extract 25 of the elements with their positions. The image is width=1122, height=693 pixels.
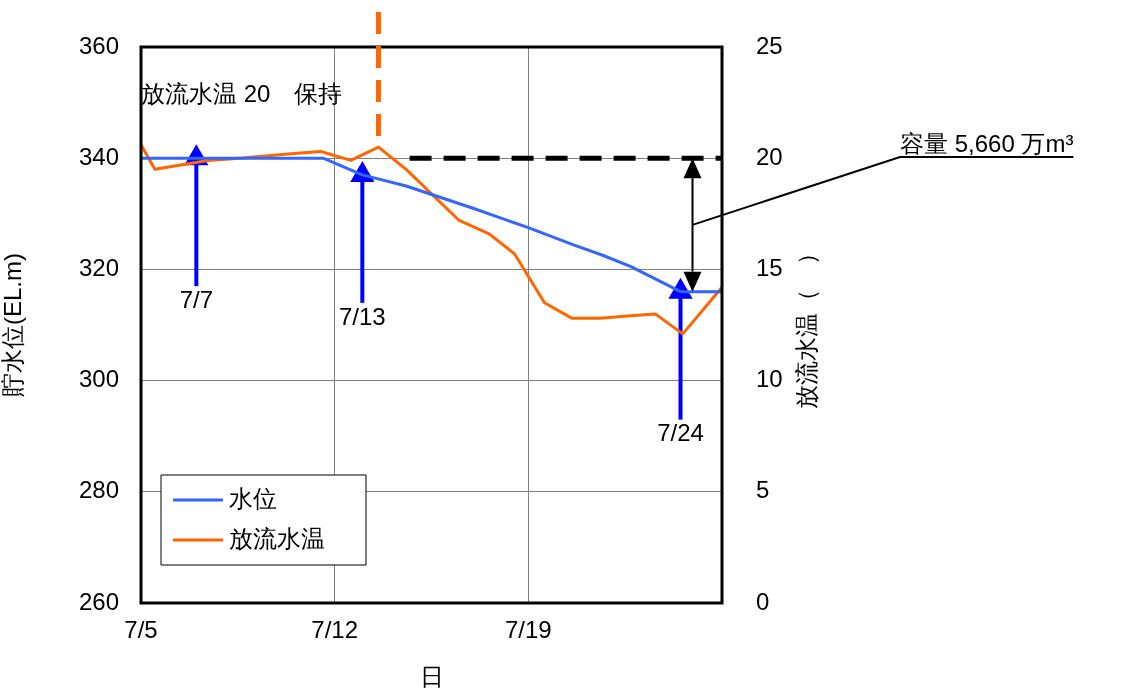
legend-label: 放流水温 — [229, 524, 325, 552]
y2-tick-label: 20 — [756, 142, 783, 170]
y2-tick-label: 5 — [756, 476, 770, 504]
annotation: 放流水温 20 保持 — [141, 79, 343, 107]
x-tick-label: 7/12 — [311, 616, 359, 644]
y-tick-label: 320 — [78, 254, 119, 282]
y2-tick-label: 15 — [756, 254, 783, 282]
annotation: 7/13 — [338, 302, 386, 330]
y-axis-title: 貯水位(EL.m) — [0, 253, 27, 397]
legend-label: 水位 — [229, 484, 277, 512]
annotation: 7/7 — [179, 285, 214, 313]
x-axis-title: 日 — [419, 663, 444, 691]
text: 容量 5,660 万m³ — [900, 130, 1074, 157]
y2-tick-label: 25 — [756, 31, 783, 59]
y2-tick-label: 0 — [756, 587, 770, 615]
y2-tick-label: 10 — [756, 365, 783, 393]
y-tick-label: 340 — [78, 142, 119, 170]
y2-axis-title: 放流水温（ ） — [792, 241, 820, 409]
x-tick-label: 7/19 — [504, 616, 552, 644]
y-tick-label: 260 — [78, 587, 119, 615]
y-tick-label: 360 — [78, 31, 119, 59]
x-tick-label: 7/5 — [124, 616, 158, 644]
y-tick-label: 300 — [78, 365, 119, 393]
annotation: 7/24 — [657, 419, 704, 447]
y-tick-label: 280 — [78, 476, 119, 504]
